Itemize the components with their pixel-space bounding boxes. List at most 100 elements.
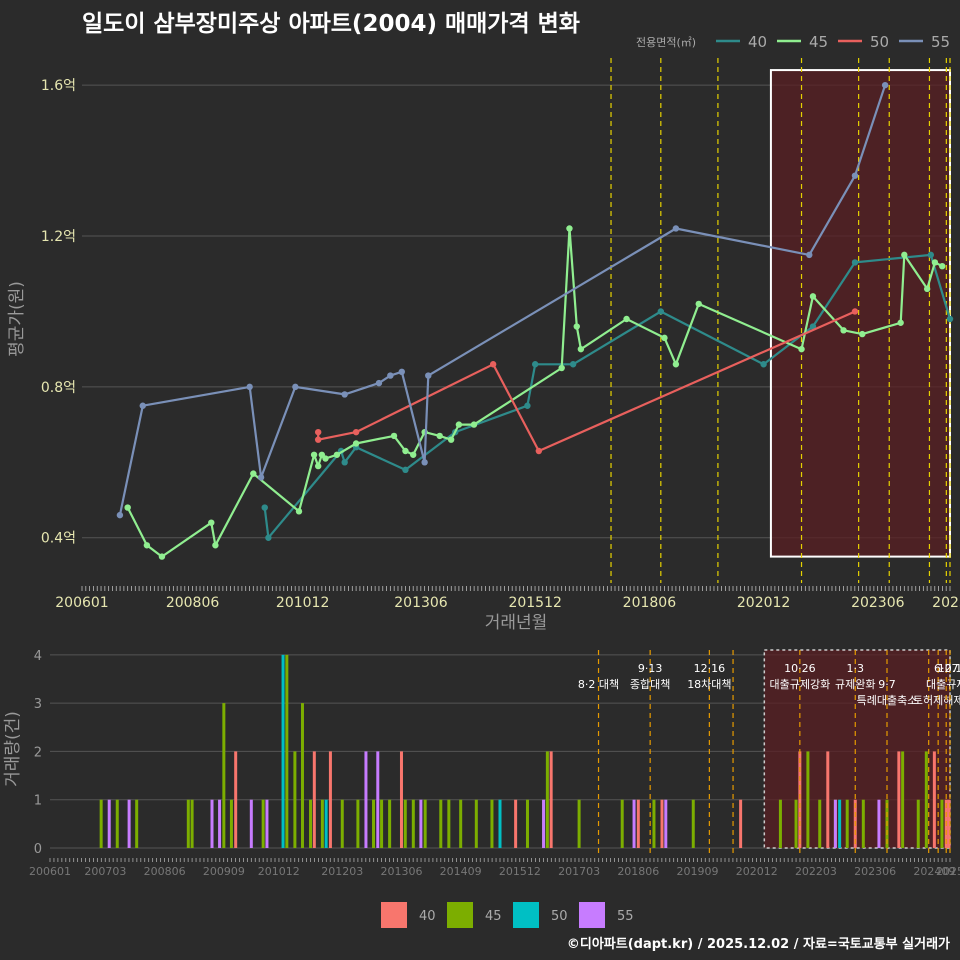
- data-point-45: [390, 432, 398, 440]
- data-point-40: [946, 315, 954, 323]
- bar-45: [309, 799, 313, 848]
- bar-45: [403, 799, 407, 848]
- legend-label-55: 55: [617, 909, 634, 924]
- data-point-55: [292, 383, 299, 391]
- policy-label: 토허제해제: [913, 693, 960, 707]
- data-point-45: [470, 421, 478, 428]
- bar-45: [818, 799, 822, 848]
- policy-label: 10.1: [938, 662, 960, 675]
- x-tick-label: 200703: [84, 865, 126, 878]
- x-tick-label: 2025: [932, 595, 960, 611]
- x-tick-label: 201806: [623, 595, 677, 611]
- data-point-40: [341, 459, 348, 466]
- bar-40: [234, 751, 238, 848]
- bar-40: [897, 751, 901, 848]
- x-tick-label: 201306: [394, 595, 448, 611]
- data-point-45: [623, 315, 630, 323]
- bar-45: [293, 751, 297, 848]
- bar-45: [411, 799, 415, 848]
- x-tick-label: 201703: [558, 865, 600, 878]
- bar-45: [794, 799, 798, 848]
- x-tick-label: 200601: [55, 595, 108, 611]
- bar-55: [210, 799, 214, 848]
- y-tick-label: 1: [34, 794, 42, 809]
- data-point-40: [760, 361, 767, 368]
- bar-45: [115, 799, 119, 848]
- data-point-45: [672, 361, 680, 368]
- data-point-45: [840, 327, 847, 334]
- data-point-55: [139, 402, 146, 409]
- data-point-45: [208, 519, 215, 526]
- data-point-40: [851, 259, 859, 266]
- y-tick-label: 2: [34, 745, 42, 760]
- bar-45: [652, 799, 656, 848]
- data-point-50: [352, 428, 360, 436]
- policy-label: 대출규제: [926, 678, 960, 691]
- data-point-45: [250, 470, 257, 477]
- bar-55: [364, 751, 368, 848]
- policy-label: 규제완화: [835, 678, 875, 691]
- bar-45: [356, 799, 360, 848]
- bar-40: [826, 751, 830, 848]
- bar-55: [419, 799, 423, 848]
- data-point-45: [901, 251, 908, 259]
- bar-45: [901, 751, 905, 848]
- legend-label-50: 50: [551, 909, 568, 924]
- bar-45: [261, 799, 265, 848]
- legend-label-40: 40: [419, 909, 436, 924]
- bar-45: [229, 799, 233, 848]
- data-point-55: [257, 474, 265, 481]
- bar-45: [924, 751, 928, 848]
- data-point-55: [246, 383, 253, 391]
- policy-label: 종합대책: [630, 678, 670, 691]
- bar-50: [324, 799, 328, 848]
- data-point-55: [421, 459, 428, 466]
- bar-45: [620, 799, 624, 848]
- bar-45: [577, 799, 581, 848]
- data-point-45: [939, 263, 946, 270]
- bar-50: [498, 799, 502, 848]
- x-tick-label: 200909: [203, 865, 245, 878]
- data-point-45: [310, 451, 318, 458]
- x-tick-label: 201306: [380, 865, 422, 878]
- bar-45: [940, 799, 944, 848]
- bar-45: [447, 799, 451, 848]
- data-point-45: [566, 225, 573, 232]
- bar-40: [932, 751, 936, 848]
- data-point-55: [851, 172, 859, 179]
- data-point-40: [657, 308, 665, 315]
- bar-55: [265, 799, 269, 848]
- data-point-55: [881, 81, 889, 89]
- data-point-45: [352, 440, 360, 447]
- bar-40: [312, 751, 316, 848]
- bar-55: [542, 799, 546, 848]
- bar-45: [300, 703, 304, 848]
- x-tick-label: 201012: [258, 865, 300, 878]
- legend-label-45: 45: [485, 909, 502, 924]
- y-tick-label: 4: [34, 649, 42, 664]
- bar-45: [474, 799, 478, 848]
- bar-55: [127, 799, 131, 848]
- data-point-45: [295, 508, 303, 515]
- bar-40: [947, 799, 951, 848]
- bar-55: [632, 799, 636, 848]
- bar-55: [664, 799, 668, 848]
- bar-45: [285, 654, 289, 848]
- x-tick-label: 200806: [144, 865, 186, 878]
- x-tick-label: 200806: [166, 595, 220, 611]
- y-tick-label: 0.4억: [41, 531, 76, 547]
- data-point-40: [531, 361, 539, 368]
- bar-55: [249, 799, 253, 848]
- data-point-40: [809, 323, 817, 330]
- data-point-45: [695, 300, 702, 308]
- y-axis-title: 평균가(원): [7, 281, 27, 357]
- policy-label: 특례대출축소: [857, 694, 918, 707]
- legend-label-50: 50: [870, 33, 889, 51]
- policy-label: 12·16: [694, 662, 726, 675]
- bar-45: [490, 799, 494, 848]
- legend-label-55: 55: [931, 33, 950, 51]
- x-tick-label: 201409: [440, 865, 482, 878]
- bar-40: [549, 751, 553, 848]
- bar-55: [833, 799, 837, 848]
- data-point-40: [261, 504, 268, 511]
